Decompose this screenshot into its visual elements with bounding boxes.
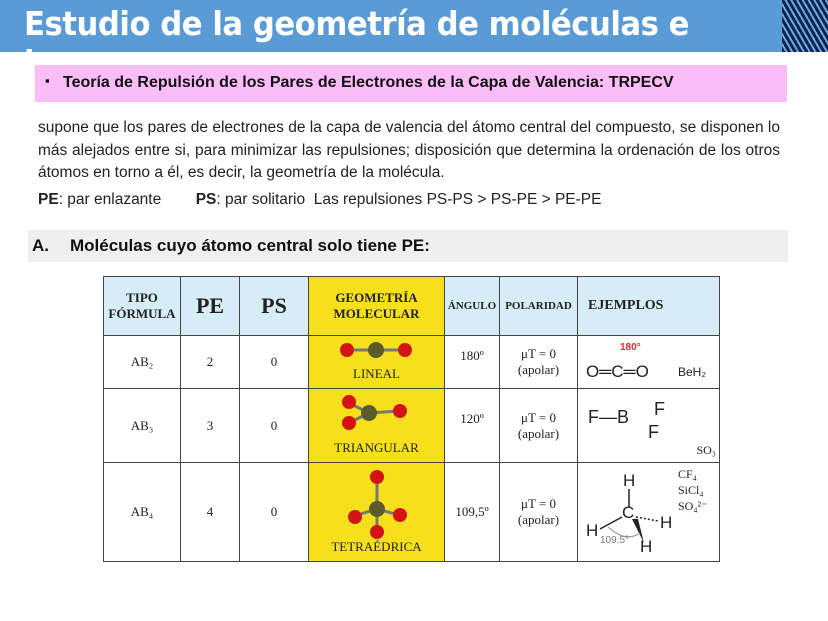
geometry-label: LINEAL bbox=[353, 366, 400, 381]
table-row: AB₄ 4 0 TETRAÉDRICA 109,5º μT = 0 (apolar… bbox=[103, 462, 720, 562]
linear-molecule-icon bbox=[340, 342, 412, 358]
cell-tipo: AB₃ bbox=[103, 388, 181, 463]
header-tipo: TIPO FÓRMULA bbox=[103, 276, 181, 336]
theory-box: ▪ Teoría de Repulsión de los Pares de El… bbox=[35, 65, 787, 102]
theory-paragraph: supone que los pares de electrones de la… bbox=[38, 119, 780, 181]
section-a-heading: A. Moléculas cuyo átomo central solo tie… bbox=[28, 230, 788, 262]
methane-structure-icon bbox=[599, 489, 659, 543]
cell-angulo: 109,5º bbox=[444, 462, 500, 562]
cell-geometria: LINEAL bbox=[308, 335, 445, 389]
cell-angulo: 120º bbox=[444, 388, 500, 463]
header-ejemplos: EJEMPLOS bbox=[577, 276, 720, 336]
cell-angulo: 180º bbox=[444, 335, 500, 389]
table-row: AB₂ 2 0 LINEAL 180º μT = 0 (apolar) 180° … bbox=[103, 335, 720, 389]
table-header-row: TIPO FÓRMULA PE PS GEOMETRÍA MOLECULAR ÁNG… bbox=[103, 276, 720, 336]
pe-abbr: PE bbox=[38, 191, 59, 208]
ps-abbr: PS bbox=[195, 191, 217, 208]
cell-ps: 0 bbox=[239, 335, 309, 389]
cell-pe: 2 bbox=[180, 335, 240, 389]
table-row: AB₃ 3 0 TRIANGULAR 120º μT = 0 (apolar) F… bbox=[103, 388, 720, 463]
pe-text: : par enlazante bbox=[58, 191, 162, 208]
theory-title: Teoría de Repulsión de los Pares de Elec… bbox=[63, 74, 674, 91]
cell-tipo: AB₂ bbox=[103, 335, 181, 389]
cell-ejemplos: 180° O═C═O BeH₂ bbox=[577, 335, 720, 389]
logo-image bbox=[782, 0, 828, 52]
cell-ejemplos: H C H H H 109.5° CF₄ SiCl₄ SO₄²⁻ bbox=[577, 462, 720, 562]
cell-pe: 4 bbox=[180, 462, 240, 562]
cell-ps: 0 bbox=[239, 388, 309, 463]
cell-ps: 0 bbox=[239, 462, 309, 562]
cell-pe: 3 bbox=[180, 388, 240, 463]
cell-ejemplos: F—B F F SO₃ bbox=[577, 388, 720, 463]
page-title: Estudio de la geometría de moléculas e i… bbox=[24, 4, 690, 82]
cell-polaridad: μT = 0 (apolar) bbox=[499, 388, 578, 463]
cell-polaridad: μT = 0 (apolar) bbox=[499, 462, 578, 562]
tetrahedral-molecule-icon bbox=[348, 470, 407, 539]
header-polaridad: POLARIDAD bbox=[499, 276, 578, 336]
header-ps: PS bbox=[239, 276, 309, 336]
geometry-label: TETRAÉDRICA bbox=[331, 539, 422, 554]
cell-geometria: TRIANGULAR bbox=[308, 388, 445, 463]
geometry-table: TIPO FÓRMULA PE PS GEOMETRÍA MOLECULAR ÁNG… bbox=[103, 276, 720, 562]
title-bar: Estudio de la geometría de moléculas e i… bbox=[0, 0, 828, 82]
geometry-label: TRIANGULAR bbox=[334, 440, 419, 455]
ps-text: : par solitario Las repulsiones PS-PS > … bbox=[216, 191, 602, 208]
section-letter: A. bbox=[32, 236, 49, 255]
pair-legend: PE: par enlazante PS: par solitario Las … bbox=[38, 191, 601, 209]
cell-geometria: TETRAÉDRICA bbox=[308, 462, 445, 562]
bullet-icon: ▪ bbox=[45, 73, 50, 88]
header-angulo: ÁNGULO bbox=[444, 276, 500, 336]
cell-polaridad: μT = 0 (apolar) bbox=[499, 335, 578, 389]
header-pe: PE bbox=[180, 276, 240, 336]
trigonal-molecule-icon bbox=[342, 395, 407, 430]
section-title: Moléculas cuyo átomo central solo tiene … bbox=[70, 236, 430, 255]
header-geometria: GEOMETRÍA MOLECULAR bbox=[308, 276, 445, 336]
cell-tipo: AB₄ bbox=[103, 462, 181, 562]
